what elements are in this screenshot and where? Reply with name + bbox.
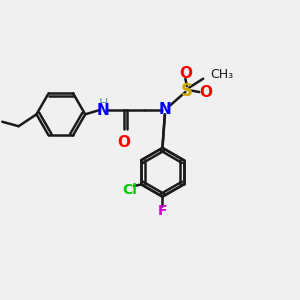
Text: CH₃: CH₃ <box>211 68 234 81</box>
Text: S: S <box>181 82 193 100</box>
Text: O: O <box>179 66 192 81</box>
Text: H: H <box>98 97 108 110</box>
Text: Cl: Cl <box>122 183 137 197</box>
Text: N: N <box>97 103 110 118</box>
Text: O: O <box>117 134 130 149</box>
Text: N: N <box>159 102 172 117</box>
Text: F: F <box>158 204 167 218</box>
Text: O: O <box>199 85 212 100</box>
